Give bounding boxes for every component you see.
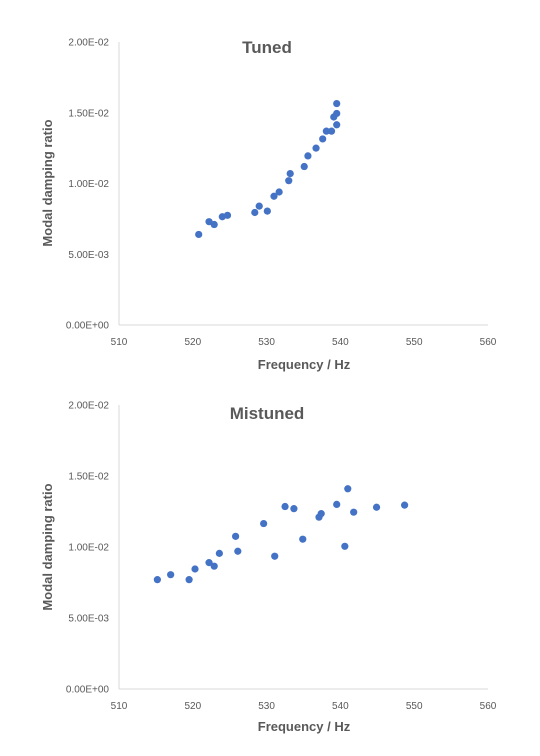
x-tick-label: 510: [111, 701, 128, 712]
data-point: [333, 121, 341, 129]
data-point: [317, 510, 325, 518]
data-point: [372, 503, 381, 511]
chart-mistuned: Mistuned Modal damping ratio Frequency /…: [40, 401, 497, 735]
y-tick-label: 5.00E-03: [68, 250, 109, 261]
y-tick-labels: 0.00E+00 5.00E-03 1.00E-02 1.50E-02 2.00E-02: [66, 38, 110, 332]
data-point: [333, 109, 341, 118]
data-point: [299, 535, 307, 543]
data-point: [270, 192, 278, 200]
y-tick-labels: 0.00E+00 5.00E-03 1.00E-02 1.50E-02 2.00E-02: [66, 401, 110, 696]
data-point: [232, 532, 240, 540]
data-point: [195, 230, 203, 239]
data-point: [319, 135, 327, 143]
data-point: [234, 547, 242, 555]
data-point: [281, 502, 289, 511]
y-tick-label: 5.00E-03: [68, 614, 109, 625]
y-axis-label: Modal damping ratio: [40, 483, 55, 610]
x-tick-label: 530: [258, 337, 275, 348]
x-tick-labels: 510 520 530 540 550 560: [111, 337, 497, 348]
y-tick-label: 0.00E+00: [66, 685, 110, 696]
data-point: [260, 519, 268, 528]
x-axis-label: Frequency / Hz: [258, 719, 351, 734]
y-tick-label: 1.00E-02: [68, 543, 109, 554]
x-tick-labels: 510 520 530 540 550 560: [111, 701, 497, 712]
data-points: [153, 485, 409, 584]
x-tick-label: 530: [258, 701, 275, 712]
data-point: [223, 211, 232, 219]
y-tick-label: 1.50E-02: [68, 472, 109, 483]
x-tick-label: 520: [184, 337, 201, 348]
data-point: [185, 576, 193, 584]
data-point: [350, 508, 358, 516]
y-tick-label: 2.00E-02: [68, 38, 109, 49]
data-point: [300, 162, 308, 171]
data-point: [263, 207, 271, 215]
y-tick-label: 0.00E+00: [66, 321, 110, 332]
data-point: [271, 552, 279, 560]
chart-title: Tuned: [242, 38, 292, 57]
x-tick-label: 510: [111, 337, 128, 348]
data-point: [333, 99, 341, 108]
data-point: [210, 562, 218, 570]
x-axis-label: Frequency / Hz: [258, 357, 351, 372]
x-tick-label: 560: [480, 701, 497, 712]
data-points: [195, 99, 341, 239]
x-tick-label: 520: [184, 701, 201, 712]
data-point: [205, 559, 213, 567]
data-point: [191, 565, 199, 573]
data-point: [327, 127, 336, 135]
data-point: [251, 208, 259, 217]
data-point: [215, 549, 223, 557]
data-point: [344, 485, 352, 493]
data-point: [275, 188, 283, 196]
data-point: [255, 202, 263, 210]
data-point: [286, 169, 294, 178]
data-point: [304, 152, 312, 160]
x-tick-label: 560: [480, 337, 497, 348]
data-point: [290, 505, 298, 513]
chart-title: Mistuned: [230, 404, 305, 423]
y-axis-label: Modal damping ratio: [40, 119, 55, 246]
y-tick-label: 1.00E-02: [68, 179, 109, 190]
data-point: [333, 500, 341, 508]
x-tick-label: 550: [406, 701, 423, 712]
data-point: [401, 501, 409, 509]
x-tick-label: 550: [406, 337, 423, 348]
y-tick-label: 1.50E-02: [68, 108, 109, 119]
chart-tuned: Tuned Modal damping ratio Frequency / Hz…: [40, 38, 497, 373]
data-point: [341, 542, 349, 550]
data-point: [285, 177, 293, 185]
y-tick-label: 2.00E-02: [68, 401, 109, 412]
data-point: [153, 576, 161, 584]
data-point: [312, 144, 320, 152]
data-point: [322, 127, 330, 135]
data-point: [167, 571, 175, 579]
data-point: [210, 220, 218, 229]
x-tick-label: 540: [332, 337, 349, 348]
x-tick-label: 540: [332, 701, 349, 712]
